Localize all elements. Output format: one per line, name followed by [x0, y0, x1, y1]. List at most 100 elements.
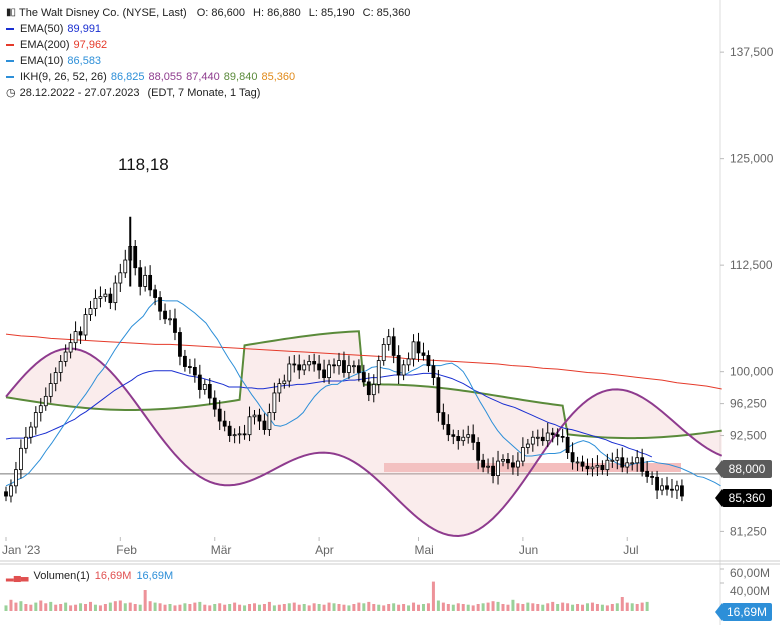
legend-ema200[interactable]: EMA(200) 97,962 — [6, 37, 410, 53]
candle-body — [247, 416, 252, 436]
volume-bar — [158, 603, 162, 611]
volume-bar — [600, 604, 604, 611]
volume-value-1: 16,69M — [94, 570, 132, 582]
date-range-row: ◷ 28.12.2022 - 27.07.2023 (EDT, 7 Monate… — [6, 85, 410, 101]
legend-ema50[interactable]: EMA(50) 89,991 — [6, 21, 410, 37]
ema10-swatch — [6, 60, 14, 62]
ikh-value-2: 88,055 — [148, 71, 183, 83]
candle-body — [222, 420, 227, 427]
candle-body — [525, 443, 530, 448]
volume-bar — [218, 603, 222, 611]
volume-bar — [213, 604, 217, 611]
volume-bar — [486, 602, 490, 611]
candle-body — [371, 384, 376, 396]
volume-bar — [138, 604, 142, 611]
volume-bar — [173, 605, 177, 611]
candle-body — [237, 433, 242, 436]
volume-bar — [19, 601, 23, 611]
volume-bar — [317, 604, 321, 611]
candle-body — [212, 397, 217, 410]
volume-bar — [153, 602, 157, 611]
candle-body — [9, 485, 13, 497]
peak-annotation: 118,18 — [118, 155, 169, 174]
candle-body — [545, 432, 550, 442]
volume-bar — [357, 602, 361, 611]
candle-body — [620, 457, 625, 468]
ikh-label: IKH(9, 26, 52, 26) — [20, 71, 107, 83]
candle-body — [570, 452, 575, 463]
candle-body — [98, 296, 103, 299]
volume-bar — [233, 602, 237, 611]
candle-body — [277, 383, 282, 394]
volume-bar — [605, 605, 609, 611]
volume-bar — [546, 603, 550, 611]
y-tick-label: 81,250 — [730, 524, 767, 538]
x-tick-label: Apr — [315, 543, 334, 557]
candle-body — [38, 405, 43, 413]
volume-bar — [362, 603, 366, 611]
candle-body — [426, 355, 431, 367]
candle-body — [322, 369, 326, 379]
candle-body — [168, 318, 172, 321]
volume-bar — [581, 604, 585, 611]
volume-bar — [431, 581, 435, 611]
volume-bar — [168, 604, 172, 611]
volume-bar — [585, 603, 589, 611]
volume-bar — [377, 604, 381, 611]
candle-body — [33, 412, 38, 428]
ikh-value-3: 87,440 — [186, 71, 220, 83]
volume-bar — [203, 604, 207, 611]
candle-body — [83, 314, 88, 336]
volume-bar — [436, 600, 440, 611]
candle-body — [391, 336, 396, 356]
volume-bar — [88, 601, 92, 611]
volume-bar — [526, 602, 530, 611]
volume-bar — [148, 601, 152, 611]
volume-bar — [332, 603, 336, 611]
volume-bar — [39, 600, 43, 611]
volume-bar — [367, 601, 371, 611]
candle-body — [197, 374, 202, 390]
ema50-label: EMA(50) — [20, 23, 64, 35]
candle-body — [605, 459, 610, 471]
candle-body — [93, 297, 98, 310]
legend-ikh[interactable]: IKH(9, 26, 52, 26) 86,825 88,055 87,440 … — [6, 69, 410, 85]
volume-label: Volumen(1) — [33, 570, 90, 582]
candle-body — [645, 470, 650, 477]
candle-body — [123, 259, 128, 274]
candle-body — [590, 466, 595, 470]
volume-bar — [307, 605, 311, 611]
candle-body — [28, 426, 33, 438]
ikh-swatch — [6, 76, 14, 78]
volume-bar — [133, 604, 137, 611]
ema200-label: EMA(200) — [20, 39, 70, 51]
candle-body — [660, 485, 664, 491]
candle-body — [560, 436, 565, 438]
volume-bar — [208, 605, 212, 611]
volume-bar — [412, 602, 416, 611]
clock-icon: ◷ — [6, 87, 16, 99]
candle-body — [267, 412, 272, 430]
candle-body — [555, 434, 560, 437]
candle-body — [19, 447, 23, 471]
ikh-value-5: 85,360 — [261, 71, 296, 83]
volume-bar — [466, 604, 470, 611]
candle-body — [486, 465, 490, 468]
volume-bar — [630, 603, 634, 611]
candle-body — [436, 377, 441, 413]
legend-ema10[interactable]: EMA(10) 86,583 — [6, 53, 410, 69]
candle-body — [635, 457, 640, 464]
y-tick-label: 96,250 — [730, 397, 767, 411]
volume-bar — [123, 603, 127, 611]
volume-bar — [44, 603, 48, 611]
candle-body — [317, 363, 322, 371]
volume-bar — [566, 603, 570, 611]
candle-body — [63, 351, 68, 362]
x-tick-label: Mär — [211, 543, 232, 557]
candle-body — [466, 434, 471, 438]
volume-bar — [491, 601, 495, 611]
candle-body — [441, 412, 446, 425]
volume-bar — [536, 604, 540, 611]
ichimoku-cloud — [6, 331, 722, 536]
